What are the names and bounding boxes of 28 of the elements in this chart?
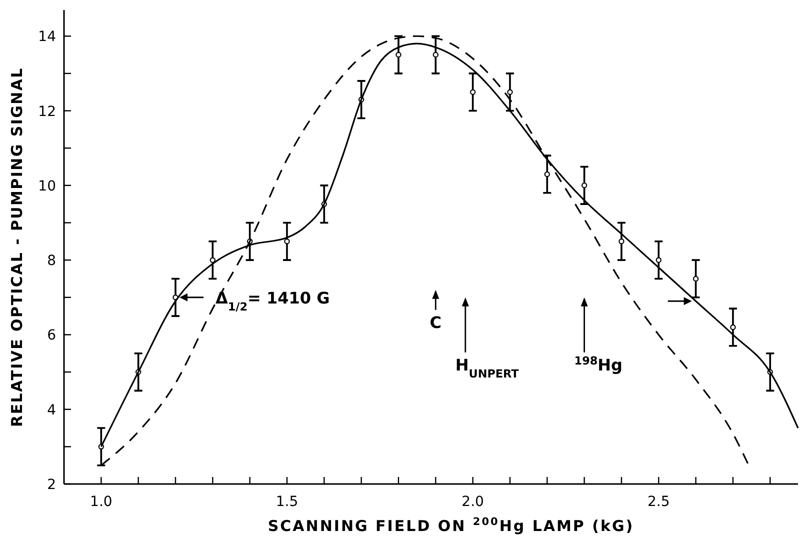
point bbox=[730, 324, 736, 330]
point bbox=[618, 238, 624, 244]
x-tick-label: 2.0 bbox=[462, 494, 484, 510]
point bbox=[210, 257, 216, 263]
point bbox=[396, 52, 402, 58]
point bbox=[656, 257, 662, 263]
y-tick-label: 4 bbox=[47, 402, 56, 418]
y-tick-label: 10 bbox=[38, 178, 56, 194]
point bbox=[544, 171, 550, 178]
point bbox=[432, 52, 438, 58]
point bbox=[581, 182, 588, 188]
y-tick-label: 14 bbox=[38, 29, 56, 46]
point bbox=[692, 276, 699, 282]
y-tick-label: 6 bbox=[47, 328, 56, 344]
y-axis-title: RELATIVE OPTICAL - PUMPING SIGNAL bbox=[8, 67, 26, 427]
x-tick-label: 1.5 bbox=[276, 494, 298, 510]
y-tick-label: 12 bbox=[38, 104, 56, 120]
x-tick-label: 2.5 bbox=[648, 494, 670, 510]
annotation: H$_{UNPERT}$ bbox=[455, 355, 520, 380]
annotation: C bbox=[430, 312, 442, 332]
point bbox=[470, 89, 476, 95]
x-tick-label: 1.0 bbox=[90, 494, 112, 510]
y-tick-label: 2 bbox=[47, 477, 56, 493]
x-axis-title: SCANNING FIELD ON $^{200}$Hg LAMP (kG) bbox=[268, 516, 634, 535]
point bbox=[284, 238, 290, 244]
annotation: $^{198}$Hg bbox=[574, 354, 623, 374]
point bbox=[507, 89, 513, 95]
y-tick-label: 8 bbox=[47, 253, 56, 270]
